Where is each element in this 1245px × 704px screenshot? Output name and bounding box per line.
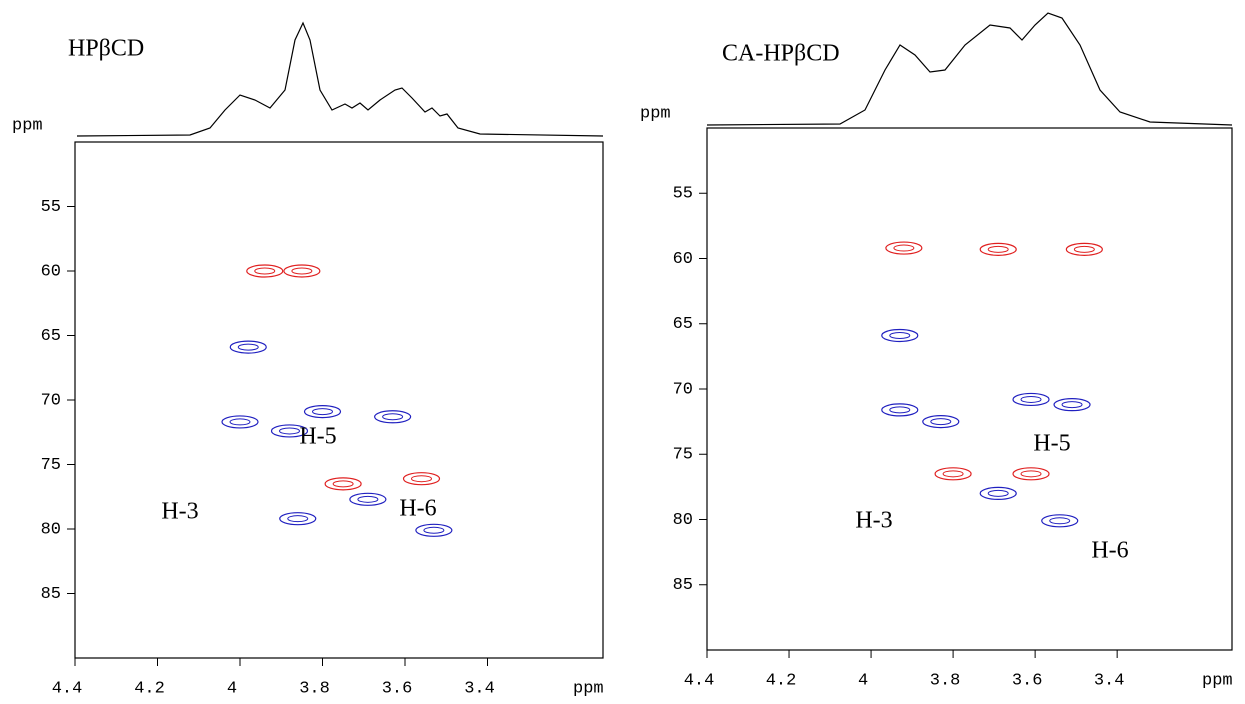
annotation: H-5 — [1033, 431, 1070, 457]
cross-peak — [229, 340, 267, 354]
cross-peak — [324, 477, 362, 491]
cross-peak — [1053, 398, 1091, 412]
cross-peak-inner — [1061, 401, 1083, 409]
y-axis-label: ppm — [640, 104, 671, 123]
cross-peak — [221, 415, 259, 429]
cross-peak-inner — [254, 267, 276, 275]
cross-peak — [885, 241, 923, 255]
y-axis-label: ppm — [12, 116, 43, 135]
y-tick-label: 85 — [673, 576, 693, 595]
y-tick-label: 55 — [673, 185, 693, 204]
cross-peak — [270, 424, 309, 438]
y-tick-label: 85 — [41, 585, 61, 604]
cross-peak — [374, 410, 412, 424]
cross-peak — [1012, 467, 1050, 481]
plot-frame — [74, 141, 604, 659]
cross-peak-inner — [1073, 245, 1095, 253]
cross-peak — [1065, 242, 1103, 256]
cross-peak-inner — [889, 331, 911, 339]
cross-peak-inner — [237, 343, 259, 351]
x-tick-label: 3.4 — [1094, 671, 1125, 690]
cross-peak-inner — [1049, 517, 1071, 525]
chart-title: CA-HPβCD — [722, 41, 840, 67]
x-tick-label: 3.6 — [382, 679, 413, 698]
cross-peak — [934, 467, 972, 481]
cross-peak — [349, 492, 387, 506]
y-tick-label: 60 — [41, 262, 61, 281]
y-tick-label: 75 — [673, 446, 693, 465]
cross-peak — [979, 242, 1017, 256]
cross-peak-inner — [287, 515, 309, 523]
x-tick-label: 3.8 — [299, 679, 330, 698]
cross-peak — [1012, 392, 1050, 407]
cross-peak-inner — [889, 406, 911, 414]
annotation: H-6 — [399, 496, 436, 522]
x-tick-label: 4 — [858, 671, 868, 690]
cross-peak-inner — [987, 245, 1009, 253]
cross-peak-inner — [382, 413, 404, 421]
annotation: H-6 — [1091, 538, 1128, 564]
x-tick-label: 4 — [227, 679, 237, 698]
cross-peak-inner — [930, 418, 952, 426]
cross-peak-inner — [893, 244, 915, 252]
x-tick-label: 4.4 — [52, 679, 83, 698]
cross-peak-inner — [942, 470, 964, 478]
x-tick-label: 4.2 — [766, 671, 797, 690]
x-tick-label: 3.6 — [1012, 671, 1043, 690]
cross-peak — [279, 512, 317, 526]
cross-peak — [922, 415, 960, 429]
y-tick-label: 70 — [41, 391, 61, 410]
x-tick-label: 3.8 — [930, 671, 961, 690]
y-tick-label: 70 — [673, 380, 693, 399]
y-tick-label: 60 — [673, 250, 693, 269]
y-tick-label: 80 — [41, 520, 61, 539]
cross-peak-inner — [357, 495, 379, 503]
cross-peak-inner — [279, 427, 300, 435]
projection-trace — [76, 21, 604, 137]
y-tick-label: 65 — [673, 315, 693, 334]
cross-peak — [283, 264, 321, 278]
x-axis-label: ppm — [573, 679, 604, 698]
cross-peak — [881, 328, 919, 343]
cross-peak-inner — [987, 489, 1009, 497]
x-tick-label: 4.4 — [684, 671, 715, 690]
cross-peak-inner — [411, 475, 432, 483]
cross-peak-inner — [291, 267, 313, 275]
cross-peak-inner — [332, 480, 354, 488]
annotation: H-5 — [299, 424, 336, 450]
y-tick-label: 75 — [41, 456, 61, 475]
annotation: H-3 — [161, 499, 198, 525]
cross-peak — [246, 264, 284, 278]
chart-title: HPβCD — [68, 36, 144, 62]
cross-peak — [979, 486, 1017, 500]
y-tick-label: 80 — [673, 511, 693, 530]
cross-peak-inner — [229, 418, 251, 426]
cross-peak — [402, 472, 441, 486]
cross-peak — [303, 405, 342, 419]
cross-peak — [1041, 514, 1079, 528]
cross-peak-inner — [423, 526, 445, 534]
y-tick-label: 55 — [41, 198, 61, 217]
x-axis-label: ppm — [1202, 671, 1233, 690]
x-tick-label: 3.4 — [464, 679, 495, 698]
x-tick-label: 4.2 — [134, 679, 165, 698]
cross-peak-inner — [1020, 395, 1042, 403]
cross-peak-inner — [1020, 470, 1042, 478]
plot-frame — [706, 127, 1233, 651]
cross-peak-inner — [312, 408, 333, 416]
projection-trace — [706, 12, 1233, 126]
y-tick-label: 65 — [41, 327, 61, 346]
annotation: H-3 — [855, 508, 892, 534]
cross-peak — [881, 403, 919, 417]
cross-peak — [415, 523, 453, 537]
